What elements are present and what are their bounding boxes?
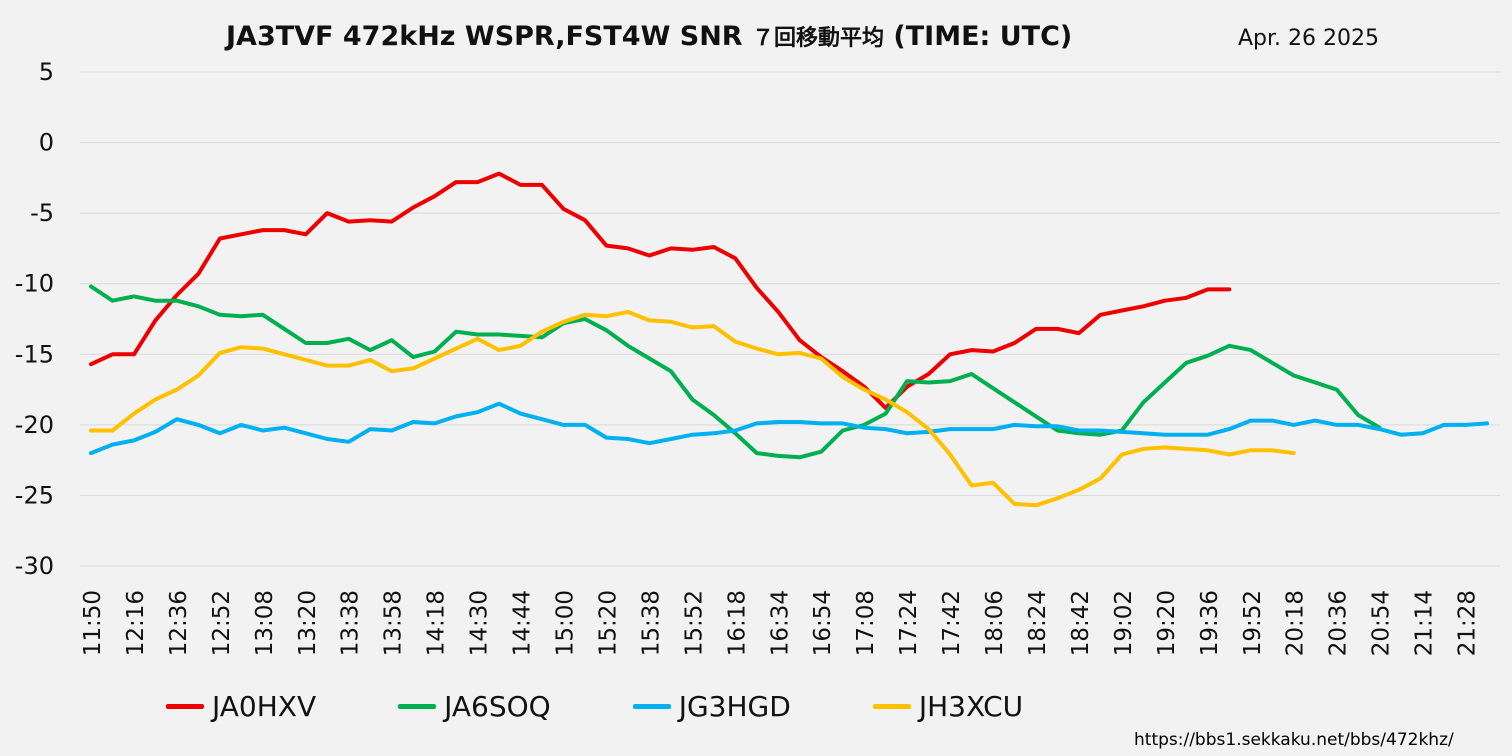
x-tick-label: 15:20 (595, 590, 621, 656)
series-line-ja0hxv (89, 171, 1232, 410)
x-tick-label: 16:34 (767, 590, 793, 656)
x-tick-label: 11:50 (80, 590, 106, 656)
x-tick-label: 19:02 (1111, 590, 1137, 656)
y-axis: 5 0 -5 -10 -15 -20 -25 -30 (15, 58, 54, 580)
x-tick-label: 17:08 (853, 590, 879, 656)
legend-swatch-jh3xcu (872, 704, 911, 709)
chart-title: JA3TVF 472kHz WSPR,FST4W SNR ７回移動平均 (TIM… (226, 20, 1072, 52)
x-tick-label: 17:42 (939, 590, 965, 656)
x-tick-label: 19:20 (1154, 590, 1180, 656)
x-tick-label: 13:58 (381, 590, 407, 656)
chart-date: Apr. 26 2025 (1238, 26, 1380, 51)
x-tick-label: 21:14 (1412, 590, 1438, 656)
x-tick-label: 20:54 (1369, 590, 1395, 656)
x-tick-label: 13:20 (295, 590, 321, 656)
x-tick-label: 14:18 (424, 590, 450, 656)
series-lines (89, 171, 1489, 508)
y-tick-label: -5 (30, 199, 54, 227)
y-tick-label: -20 (15, 411, 54, 439)
x-tick-label: 14:44 (510, 590, 536, 656)
grid (80, 71, 1500, 567)
legend-label-ja0hxv: JA0HXV (212, 690, 317, 723)
x-tick-label: 15:00 (552, 590, 578, 656)
legend: JA0HXV JA6SOQ JG3HGD JH3XCU (166, 690, 1105, 723)
y-tick-label: 0 (39, 129, 54, 157)
x-tick-label: 14:30 (467, 590, 493, 656)
y-tick-label: -15 (15, 340, 54, 368)
x-tick-label: 15:52 (681, 590, 707, 656)
series-line-ja6soq (89, 284, 1382, 460)
legend-swatch-ja6soq (398, 704, 437, 709)
series-line-jh3xcu (89, 309, 1296, 508)
legend-label-ja6soq: JA6SOQ (444, 690, 551, 723)
x-tick-label: 18:42 (1068, 590, 1094, 656)
chart-title-main: JA3TVF 472kHz WSPR,FST4W SNR (226, 21, 743, 52)
legend-item-jh3xcu: JH3XCU (872, 690, 1024, 723)
x-tick-label: 12:16 (123, 590, 149, 656)
y-tick-label: -30 (15, 552, 54, 580)
legend-label-jh3xcu: JH3XCU (918, 690, 1024, 723)
x-tick-label: 13:38 (338, 590, 364, 656)
chart-title-time: (TIME: UTC) (893, 21, 1073, 52)
x-tick-label: 19:52 (1240, 590, 1266, 656)
x-tick-label: 12:52 (209, 590, 235, 656)
chart-title-method: ７回移動平均 (752, 26, 885, 51)
x-tick-label: 16:54 (810, 590, 836, 656)
x-tick-label: 20:18 (1283, 590, 1309, 656)
y-tick-label: -25 (15, 481, 54, 509)
x-axis: 11:50 12:16 12:36 12:52 13:08 13:20 13:38 13:58… (80, 590, 1481, 656)
y-tick-label: -10 (15, 270, 54, 298)
legend-item-ja6soq: JA6SOQ (398, 690, 551, 723)
x-tick-label: 13:08 (252, 590, 278, 656)
x-tick-label: 19:36 (1197, 590, 1223, 656)
legend-item-ja0hxv: JA0HXV (166, 690, 316, 723)
legend-label-jg3hgd: JG3HGD (678, 690, 791, 723)
x-tick-label: 18:06 (982, 590, 1008, 656)
series-line-jg3hgd (89, 401, 1489, 456)
x-tick-label: 15:38 (638, 590, 664, 656)
x-tick-label: 12:36 (166, 590, 192, 656)
x-tick-label: 21:28 (1455, 590, 1481, 656)
x-tick-label: 18:24 (1025, 590, 1051, 656)
x-tick-label: 16:18 (724, 590, 750, 656)
legend-swatch-ja0hxv (166, 704, 204, 709)
x-tick-label: 20:36 (1326, 590, 1352, 656)
y-tick-label: 5 (39, 58, 54, 86)
source-url[interactable]: https://bbs1.sekkaku.net/bbs/472khz/ (1134, 730, 1454, 750)
x-tick-label: 17:24 (896, 590, 922, 656)
legend-item-jg3hgd: JG3HGD (632, 690, 791, 723)
legend-swatch-jg3hgd (632, 704, 671, 709)
